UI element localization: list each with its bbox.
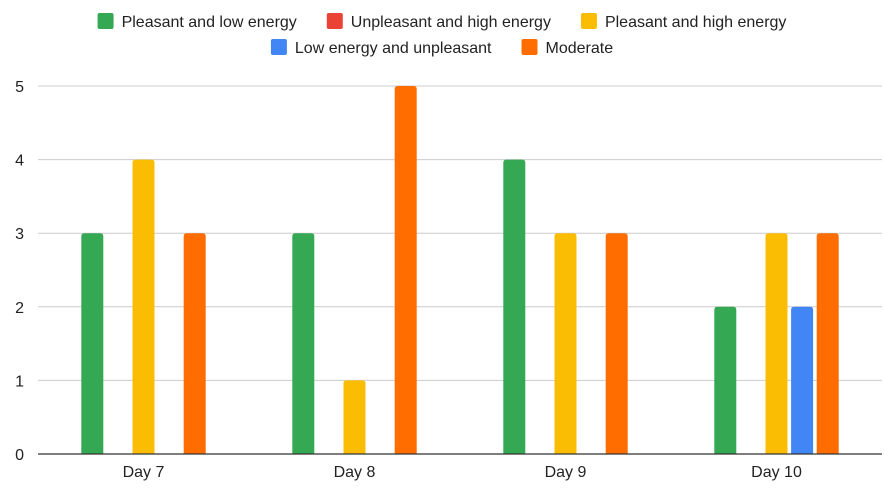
y-tick-label: 0 (15, 447, 24, 464)
bar-pleasant-and-high-energy (343, 380, 366, 454)
bar-pleasant-and-high-energy (765, 233, 788, 454)
y-tick-label: 2 (15, 300, 24, 317)
bar-pleasant-and-high-energy (132, 159, 155, 454)
x-tick-label: Day 10 (751, 464, 802, 481)
y-tick-label: 1 (15, 373, 24, 390)
legend-label-low-energy-and-unpleasant: Low energy and unpleasant (295, 40, 492, 57)
legend-swatch-unpleasant-and-high-energy (326, 13, 343, 29)
bar-moderate (183, 233, 206, 454)
bar-moderate (394, 86, 417, 454)
bar-moderate (605, 233, 628, 454)
bar-pleasant-and-low-energy (503, 159, 526, 454)
legend-swatch-pleasant-and-high-energy (580, 13, 597, 29)
legend-swatch-pleasant-and-low-energy (97, 13, 114, 29)
legend-label-moderate: Moderate (546, 40, 614, 57)
bar-pleasant-and-high-energy (554, 233, 577, 454)
x-tick-label: Day 7 (123, 464, 165, 481)
bars (81, 86, 839, 454)
x-tick-label: Day 9 (545, 464, 587, 481)
y-tick-label: 3 (15, 226, 24, 243)
legend-swatch-low-energy-and-unpleasant (270, 39, 287, 55)
bar-pleasant-and-low-energy (81, 233, 104, 454)
legend-label-unpleasant-and-high-energy: Unpleasant and high energy (351, 14, 551, 31)
legend-label-pleasant-and-high-energy: Pleasant and high energy (605, 14, 786, 31)
x-tick-label: Day 8 (334, 464, 376, 481)
legend-label-pleasant-and-low-energy: Pleasant and low energy (122, 14, 297, 31)
gridlines (38, 85, 882, 381)
y-tick-label: 5 (15, 79, 24, 96)
x-axis: Day 7 Day 8 Day 9 Day 10 (38, 453, 882, 481)
legend: Pleasant and low energy Unpleasant and hi… (97, 13, 786, 57)
bar-pleasant-and-low-energy (292, 233, 315, 454)
bar-moderate (816, 233, 839, 454)
bar-low-energy-and-unpleasant (791, 306, 814, 454)
y-axis: 0 1 2 3 4 5 (15, 79, 24, 464)
y-tick-label: 4 (15, 153, 24, 170)
bar-pleasant-and-low-energy (714, 306, 737, 454)
legend-swatch-moderate (521, 39, 538, 55)
